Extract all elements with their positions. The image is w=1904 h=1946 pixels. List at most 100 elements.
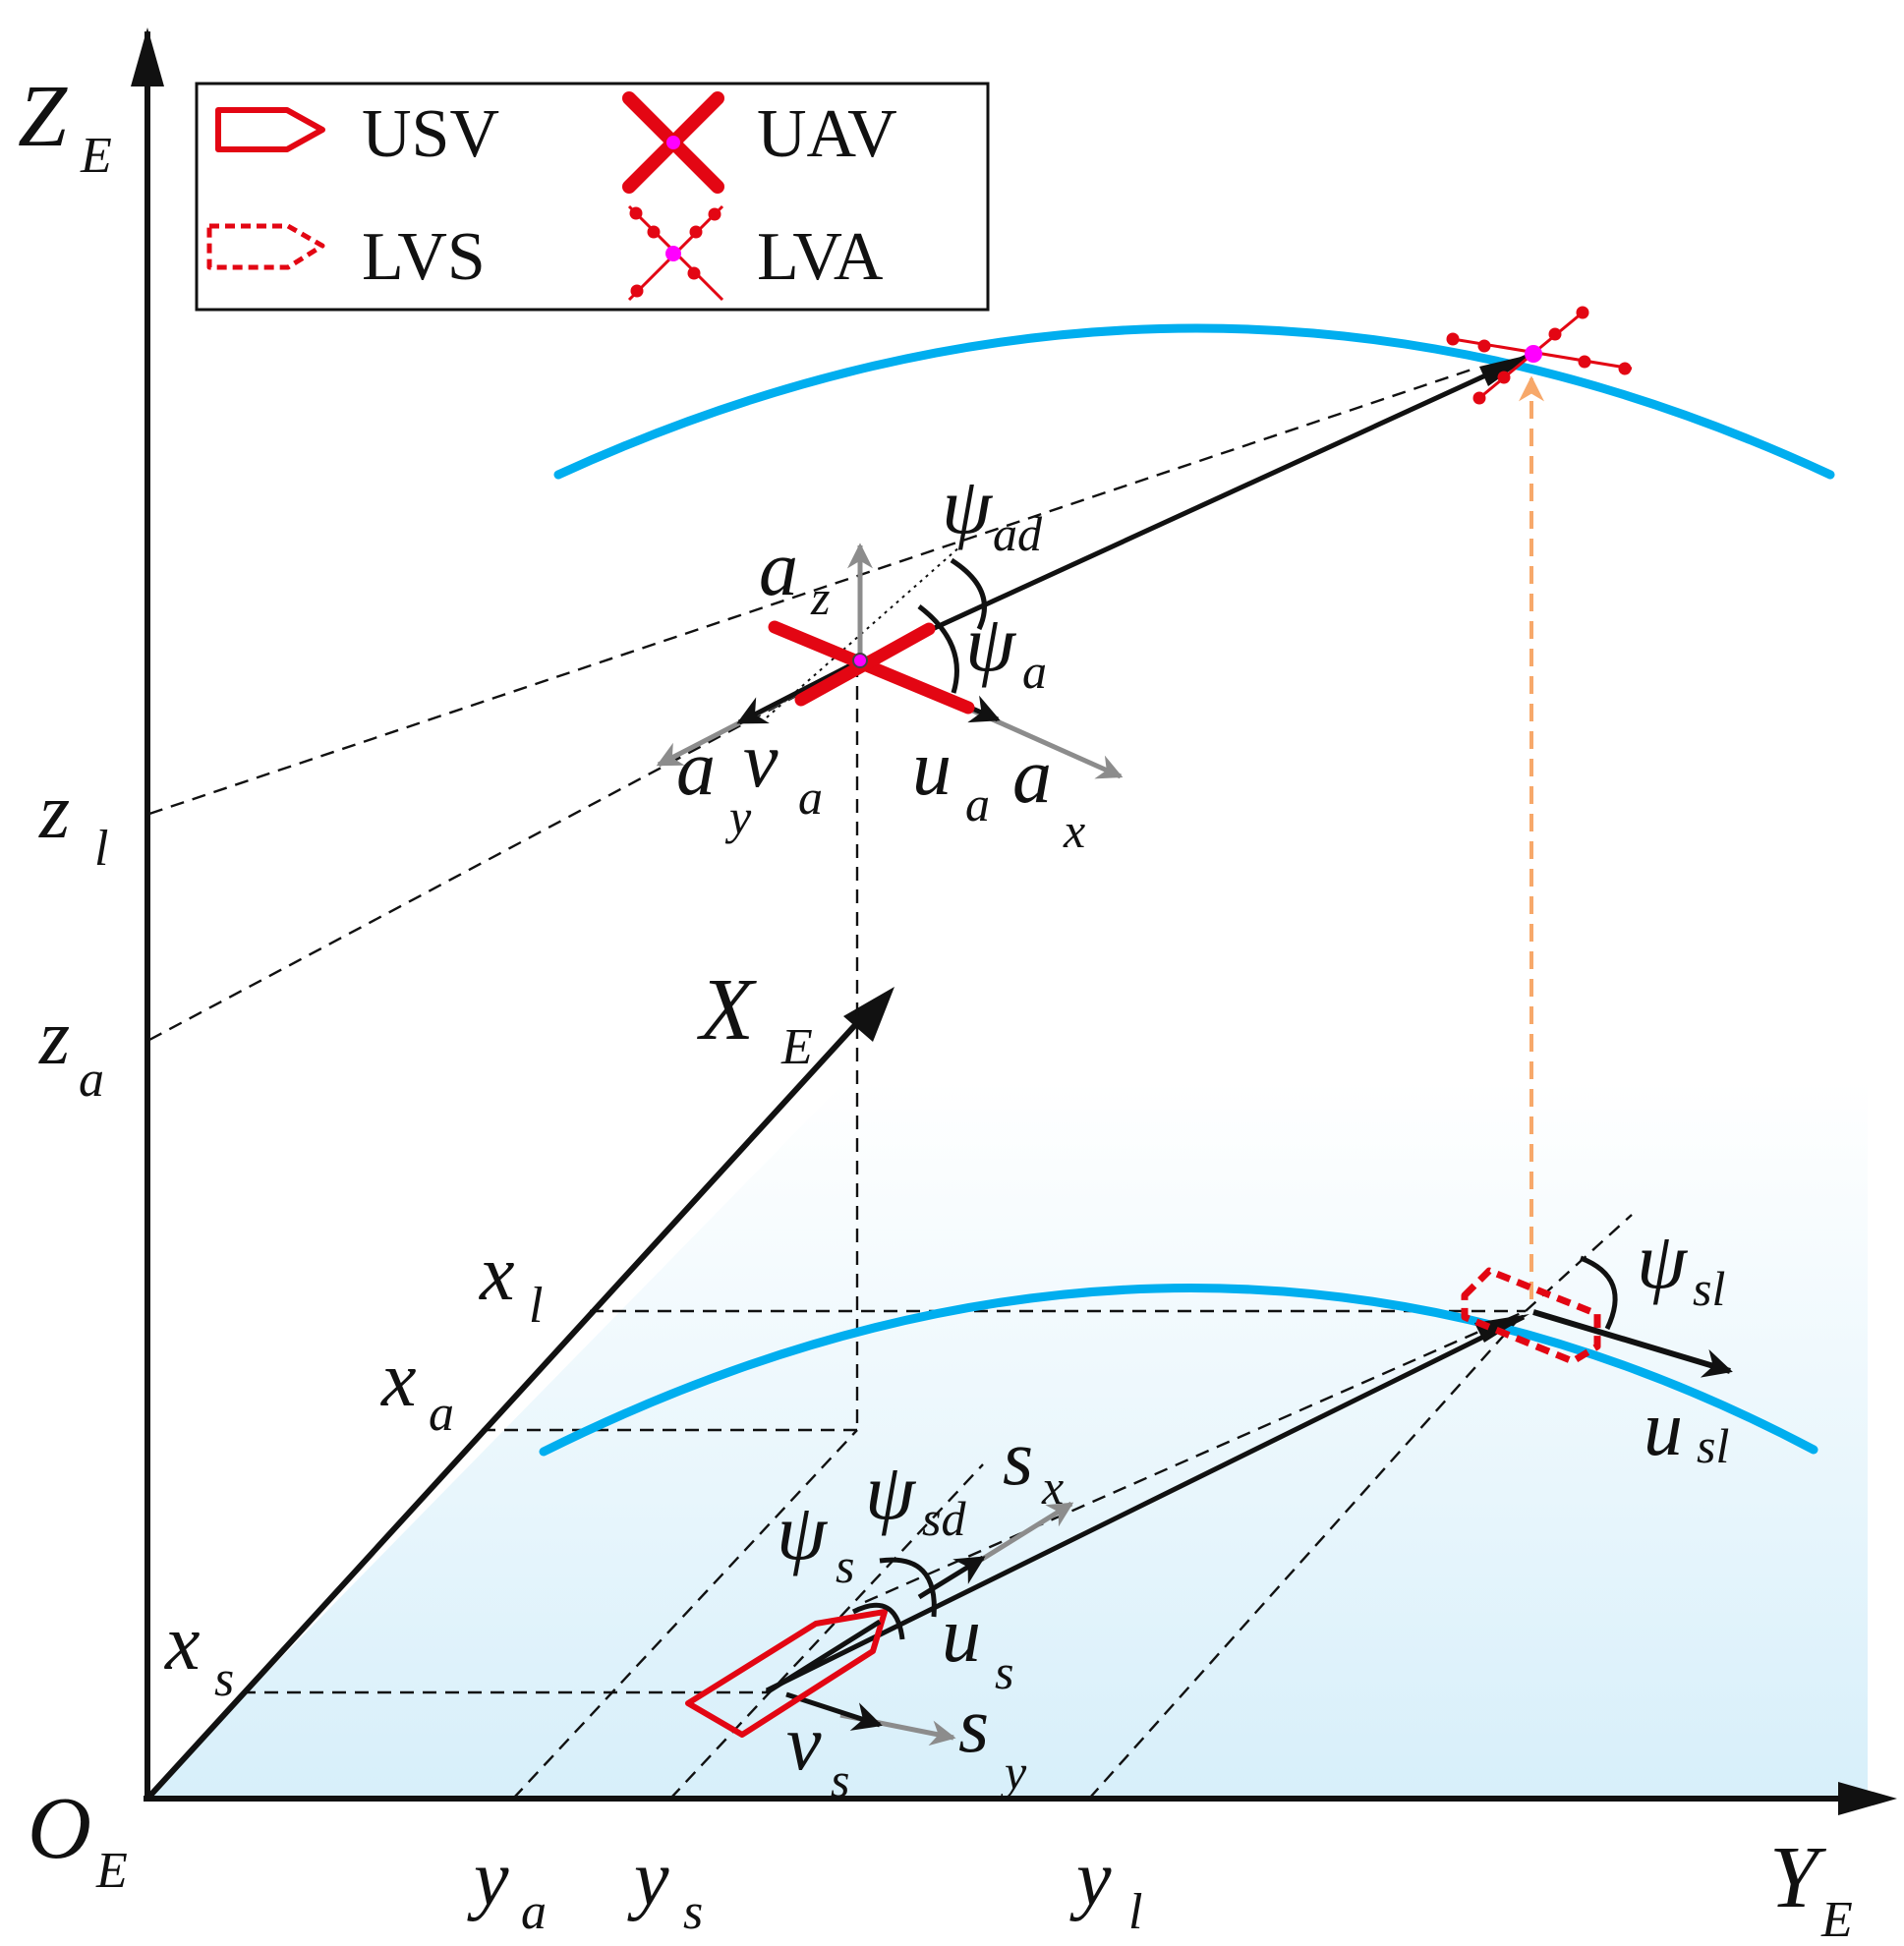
label-ua: u bbox=[912, 725, 952, 812]
label-ax-sub: x bbox=[1063, 803, 1085, 858]
y-axis-subscript: E bbox=[1820, 1892, 1853, 1946]
label-usl-sub: sl bbox=[1697, 1418, 1729, 1473]
label-psi-sd: ψ bbox=[865, 1447, 917, 1536]
tick-ys-sub: s bbox=[683, 1884, 703, 1940]
uav-path-curve bbox=[553, 323, 1835, 480]
label-az-sub: z bbox=[810, 570, 830, 625]
zl-projection-line bbox=[148, 367, 1475, 816]
label-sx-sub: x bbox=[1041, 1460, 1064, 1515]
tick-zl: z bbox=[38, 769, 70, 855]
tick-ya-sub: a bbox=[521, 1884, 547, 1940]
legend-usv-label: USV bbox=[362, 96, 499, 172]
z-axis-arrowhead bbox=[131, 28, 164, 86]
tick-zl-sub: l bbox=[94, 821, 108, 877]
z-axis-label: Z bbox=[18, 68, 68, 165]
legend: USV UAV LVS LVA bbox=[195, 82, 990, 312]
usv-to-lvs-arrowhead bbox=[1474, 1314, 1529, 1343]
psi-sd-arc bbox=[879, 1557, 937, 1618]
usv-heading-line bbox=[765, 1619, 882, 1695]
uav-to-lva-arrowhead bbox=[1479, 354, 1533, 386]
tick-ys: y bbox=[627, 1836, 669, 1922]
label-ax: a bbox=[1012, 733, 1052, 820]
psi-ad-arc bbox=[950, 557, 987, 631]
label-va: v bbox=[743, 717, 779, 804]
vector-labels: a z a y v a u a a x s x u s v s s y u sl bbox=[676, 526, 1729, 1807]
legend-usv-icon bbox=[215, 107, 325, 152]
label-ay-sub: y bbox=[724, 789, 752, 844]
uav-center-point bbox=[852, 653, 868, 668]
label-us: u bbox=[942, 1592, 981, 1679]
tick-labels: z l z a x l x a x s y a y s y l bbox=[38, 769, 1142, 1940]
legend-lva-icon bbox=[627, 204, 724, 302]
usv-to-lvs-dashed bbox=[864, 1309, 1527, 1604]
usv-icon bbox=[685, 1609, 888, 1738]
label-psi-s-sub: s bbox=[836, 1538, 854, 1593]
label-vs: v bbox=[786, 1700, 822, 1787]
label-psi-ad-sub: ad bbox=[993, 506, 1043, 561]
origin-subscript: E bbox=[95, 1843, 128, 1899]
ya-projection-line bbox=[512, 1429, 858, 1800]
label-sx: s bbox=[1003, 1415, 1033, 1502]
label-psi-s: ψ bbox=[777, 1487, 829, 1576]
legend-lvs-label: LVS bbox=[362, 219, 486, 295]
ys-projection-line bbox=[669, 1463, 984, 1800]
x-axis bbox=[144, 1011, 868, 1802]
label-ay: a bbox=[676, 725, 716, 812]
y-axis-label: Y bbox=[1769, 1829, 1827, 1926]
x-axis-arrowhead bbox=[843, 987, 894, 1042]
legend-uav-point bbox=[666, 136, 680, 149]
label-psi-sd-sub: sd bbox=[922, 1491, 966, 1546]
usv-path-curve bbox=[539, 1284, 1818, 1457]
label-ua-sub: a bbox=[965, 776, 990, 831]
label-psi-a-sub: a bbox=[1022, 644, 1047, 699]
tick-xa-sub: a bbox=[429, 1386, 454, 1442]
psi-sl-arc bbox=[1580, 1255, 1618, 1331]
y-axis-arrowhead bbox=[1838, 1782, 1897, 1815]
za-projection-line bbox=[148, 661, 858, 1042]
z-axis-subscript: E bbox=[80, 128, 112, 184]
tick-xl-sub: l bbox=[529, 1278, 543, 1334]
psi-s-arc bbox=[851, 1602, 905, 1640]
label-usl: u bbox=[1644, 1386, 1683, 1472]
tick-za-sub: a bbox=[79, 1052, 104, 1108]
va-vector bbox=[736, 658, 862, 725]
x-axis-label: X bbox=[697, 961, 757, 1059]
label-vs-sub: s bbox=[831, 1752, 849, 1807]
label-psi-a: ψ bbox=[965, 599, 1017, 688]
tick-yl-sub: l bbox=[1128, 1884, 1142, 1940]
x-axis-subscript: E bbox=[780, 1019, 813, 1075]
legend-box bbox=[195, 82, 990, 312]
ground-plane bbox=[144, 1081, 1868, 1799]
tick-xl: x bbox=[479, 1231, 515, 1317]
legend-lva-label: LVA bbox=[757, 219, 884, 295]
lvs-icon bbox=[1461, 1267, 1601, 1365]
uav-icon bbox=[768, 620, 975, 715]
angle-labels: ψ ad ψ a ψ sd ψ s ψ sl bbox=[777, 461, 1725, 1593]
tick-yl: y bbox=[1069, 1836, 1112, 1922]
tick-xs-sub: s bbox=[214, 1651, 234, 1707]
lva-icon bbox=[1446, 306, 1633, 405]
tick-ya: y bbox=[467, 1836, 509, 1922]
yl-projection-line bbox=[1088, 1310, 1527, 1800]
sx-vector bbox=[971, 1501, 1074, 1568]
label-az: a bbox=[759, 526, 798, 612]
legend-uav-label: UAV bbox=[757, 96, 897, 172]
us-vector bbox=[917, 1555, 986, 1600]
axes bbox=[131, 28, 1897, 1815]
legend-lvs-icon bbox=[206, 223, 325, 270]
axis-labels: Z E X E Y E O E bbox=[18, 68, 1853, 1946]
tick-xs: x bbox=[164, 1600, 201, 1687]
uav-to-lva-vector bbox=[855, 353, 1530, 666]
label-psi-ad: ψ bbox=[942, 461, 994, 550]
origin-label: O bbox=[28, 1780, 91, 1877]
usv-to-lvs-vector bbox=[765, 1314, 1526, 1693]
label-sy-sub: y bbox=[1000, 1745, 1027, 1800]
tick-xa: x bbox=[380, 1337, 417, 1423]
usl-vector bbox=[1532, 1309, 1733, 1378]
projection-lines bbox=[148, 367, 1633, 1800]
label-va-sub: a bbox=[798, 770, 823, 825]
label-psi-sl-sub: sl bbox=[1693, 1261, 1725, 1316]
label-psi-sl: ψ bbox=[1637, 1216, 1689, 1305]
